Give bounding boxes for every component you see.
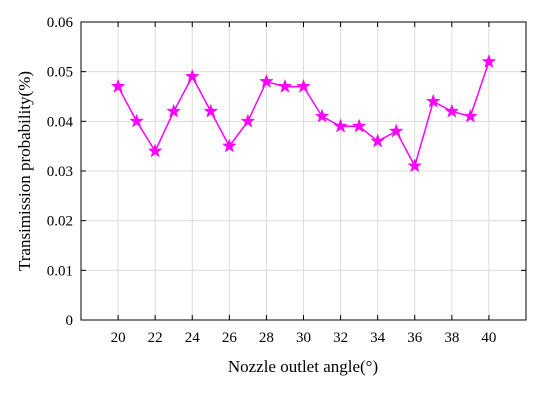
x-tick-label: 36: [407, 330, 423, 346]
y-tick-label: 0: [66, 313, 74, 329]
data-point: [240, 113, 256, 128]
axis-ticks: 20 22 24 26 28 30 32 34 36 38 40 0 0.01 0.02 0.03 0.04 0…: [47, 15, 526, 346]
data-point: [407, 158, 423, 173]
data-point: [147, 143, 163, 158]
data-point: [296, 78, 311, 93]
y-tick-label: 0.05: [47, 65, 73, 81]
x-tick-label: 24: [185, 330, 201, 346]
y-tick-label: 0.04: [47, 114, 74, 130]
series-layer: [110, 53, 497, 173]
data-point: [333, 118, 348, 133]
x-tick-label: 20: [111, 330, 126, 346]
x-tick-label: 34: [370, 330, 386, 346]
data-point: [481, 53, 497, 69]
data-point: [277, 78, 293, 93]
data-point: [221, 138, 237, 153]
data-point: [444, 103, 460, 118]
data-point: [370, 133, 386, 148]
y-tick-label: 0.02: [47, 214, 73, 230]
x-tick-label: 38: [444, 330, 459, 346]
data-point: [388, 123, 404, 138]
x-tick-label: 28: [259, 330, 274, 346]
data-point: [314, 108, 330, 123]
y-tick-label: 0.03: [47, 164, 73, 180]
data-point: [184, 68, 200, 83]
x-axis-title: Nozzle outlet angle(°): [228, 357, 378, 376]
x-tick-label: 40: [481, 330, 496, 346]
x-tick-label: 26: [222, 330, 238, 346]
x-tick-label: 22: [148, 330, 163, 346]
data-point: [166, 103, 182, 118]
data-point: [129, 113, 145, 128]
y-axis-title: Transimission probability(%): [15, 71, 34, 271]
x-tick-label: 30: [296, 330, 311, 346]
y-tick-label: 0.06: [47, 15, 74, 31]
data-point: [462, 108, 478, 123]
grid-lines: [81, 21, 526, 321]
y-tick-label: 0.01: [47, 263, 73, 279]
x-tick-label: 32: [333, 330, 348, 346]
data-point: [110, 78, 126, 93]
data-point: [425, 93, 441, 108]
data-point: [259, 73, 274, 88]
data-point: [351, 118, 367, 133]
data-point: [203, 103, 219, 118]
